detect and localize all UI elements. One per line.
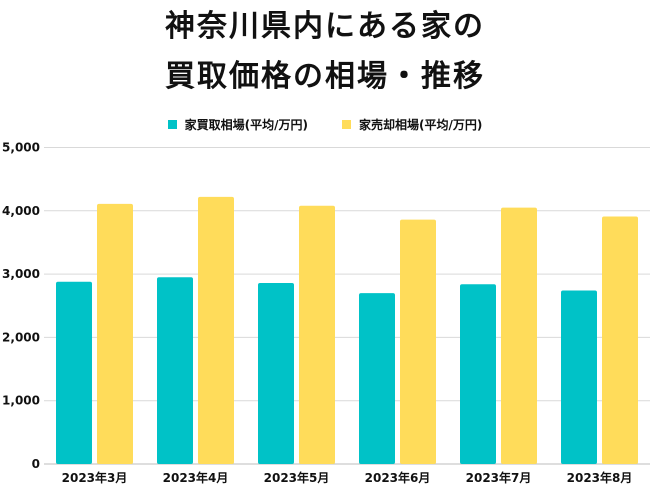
legend-swatch-sell <box>342 120 351 129</box>
chart-title-line-1: 神奈川県内にある家の <box>165 9 485 44</box>
bar-buy <box>258 282 294 464</box>
bar-buy <box>56 281 92 464</box>
y-tick-label: 2,000 <box>2 330 40 344</box>
legend-item-buy: 家買取相場(平均/万円) <box>167 116 308 133</box>
bar-sell <box>501 207 537 464</box>
bar-sell <box>400 219 436 464</box>
legend-swatch-buy <box>167 120 177 129</box>
y-tick-label: 5,000 <box>2 141 40 155</box>
y-tick-label: 3,000 <box>2 267 40 281</box>
x-tick-label: 2023年8月 <box>567 470 633 485</box>
x-tick-label: 2023年4月 <box>163 470 229 485</box>
bar-sell <box>602 216 638 464</box>
legend-label-sell: 家売却相場(平均/万円) <box>359 118 483 132</box>
y-tick-label: 4,000 <box>2 204 40 218</box>
bar-sell <box>299 205 335 464</box>
legend-item-sell: 家売却相場(平均/万円) <box>342 116 482 133</box>
x-tick-label: 2023年6月 <box>365 470 431 485</box>
legend-label-buy: 家買取相場(平均/万円) <box>184 118 308 132</box>
y-tick-label: 0 <box>32 457 40 471</box>
bar-sell <box>198 196 234 464</box>
chart-title: 神奈川県内にある家の 買取価格の相場・推移 <box>0 2 650 102</box>
bar-buy <box>157 277 193 464</box>
chart-title-line-2: 買取価格の相場・推移 <box>165 59 485 94</box>
bar-buy <box>561 290 597 464</box>
bar-sell <box>97 203 133 464</box>
legend: 家買取相場(平均/万円) 家売却相場(平均/万円) <box>0 116 650 133</box>
bar-buy <box>359 293 395 464</box>
y-tick-label: 1,000 <box>2 394 40 408</box>
x-tick-label: 2023年3月 <box>62 470 128 485</box>
bar-buy <box>460 284 496 464</box>
x-tick-label: 2023年7月 <box>466 470 532 485</box>
x-tick-label: 2023年5月 <box>264 470 330 485</box>
